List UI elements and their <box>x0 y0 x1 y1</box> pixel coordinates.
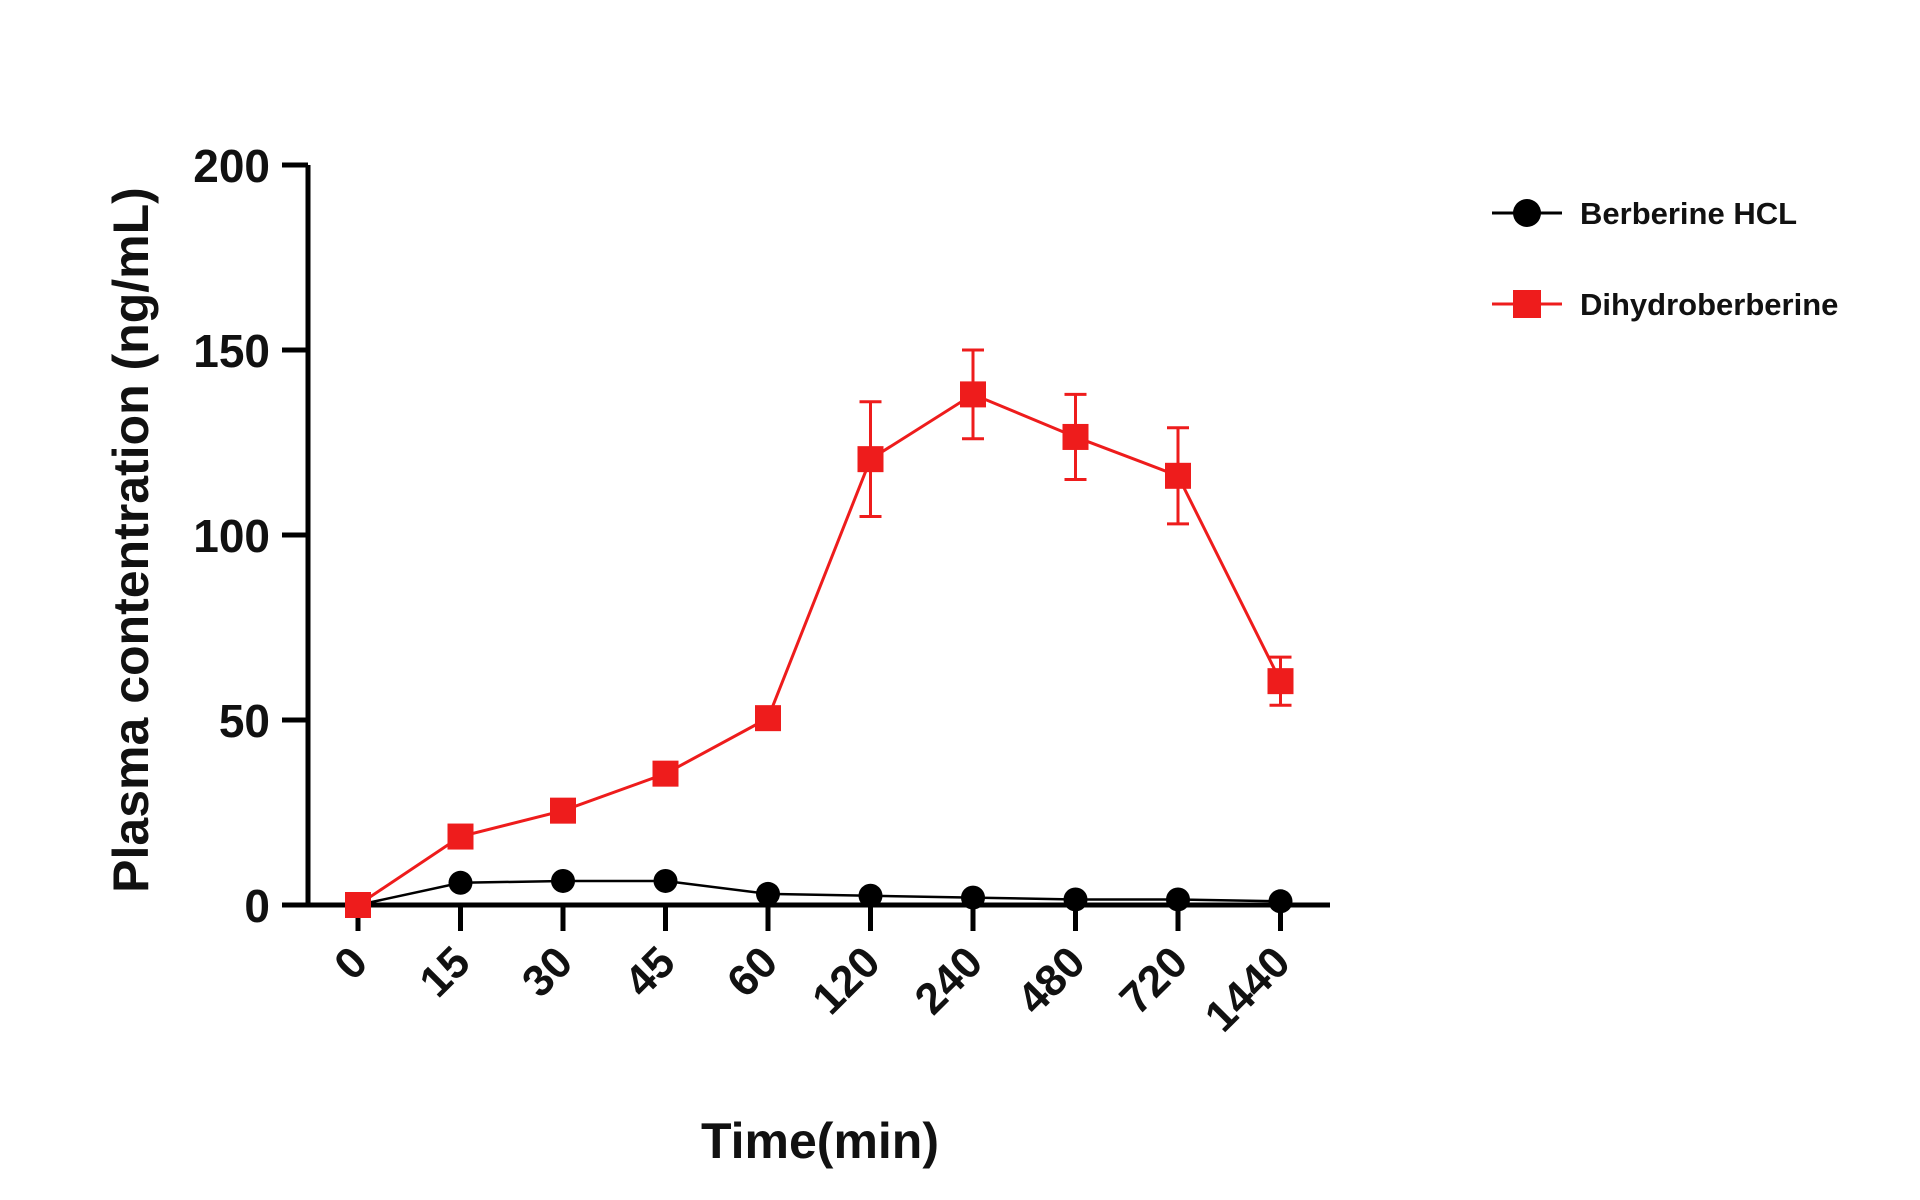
data-point <box>961 885 985 910</box>
data-point <box>857 446 884 473</box>
x-tick-label: 120 <box>803 937 890 1024</box>
data-point <box>756 881 780 906</box>
series-line <box>357 392 1282 907</box>
x-tick-label: 1440 <box>1196 937 1300 1041</box>
data-point <box>653 868 678 893</box>
x-tick-label: 720 <box>1111 937 1198 1024</box>
series-line <box>357 879 1281 907</box>
legend-marker-berberine <box>1513 199 1541 227</box>
y-axis-title: Plasma contentration (ng/mL) <box>103 187 159 893</box>
x-tick-label: 45 <box>615 937 684 1006</box>
data-point <box>755 705 781 732</box>
data-point <box>550 797 576 824</box>
x-tick-label: 480 <box>1008 937 1095 1024</box>
legend-item-dihydroberberine: Dihydroberberine <box>1492 287 1838 322</box>
y-ticks: 0 50 100 150 200 <box>193 140 308 932</box>
y-tick-label: 0 <box>244 880 270 932</box>
data-point <box>1267 668 1294 695</box>
x-tick-label: 60 <box>718 937 787 1006</box>
x-tick-label: 30 <box>513 937 582 1006</box>
data-point <box>448 870 473 895</box>
series-layer <box>345 348 1294 918</box>
y-tick-label: 200 <box>193 140 270 192</box>
data-point <box>447 823 474 850</box>
series-berberine <box>346 868 1293 917</box>
legend-item-berberine: Berberine HCL <box>1492 196 1797 231</box>
data-point <box>551 868 575 893</box>
data-point <box>1063 887 1088 912</box>
x-tick-label: 0 <box>325 937 377 989</box>
legend-label-dihydroberberine: Dihydroberberine <box>1580 287 1838 322</box>
x-tick-label: 15 <box>410 937 479 1006</box>
legend: Berberine HCL Dihydroberberine <box>1492 196 1838 322</box>
legend-label-berberine: Berberine HCL <box>1580 196 1797 231</box>
x-tick-label: 240 <box>906 937 993 1024</box>
y-tick-label: 100 <box>193 510 270 562</box>
data-point <box>960 381 986 408</box>
x-axis-title: Time(min) <box>701 1113 939 1169</box>
data-point <box>1165 462 1191 489</box>
legend-marker-dihydroberberine <box>1513 290 1541 318</box>
data-point <box>1062 423 1089 450</box>
data-point <box>345 892 371 918</box>
data-point <box>1268 889 1293 914</box>
data-point <box>858 883 883 908</box>
data-point <box>652 760 679 787</box>
y-tick-label: 150 <box>193 325 270 377</box>
series-dihydroberberine <box>345 348 1294 918</box>
data-point <box>1166 887 1190 912</box>
y-tick-label: 50 <box>219 695 270 747</box>
